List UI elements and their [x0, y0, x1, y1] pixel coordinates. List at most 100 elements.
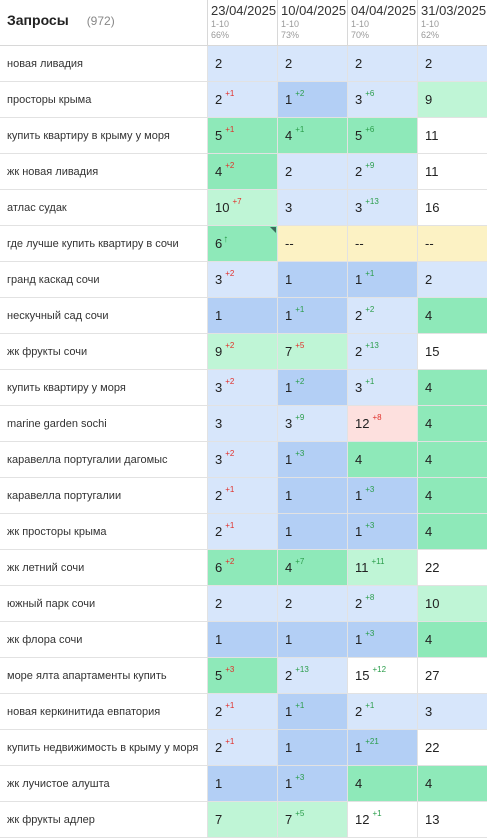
- position-cell[interactable]: 2: [207, 586, 277, 621]
- position-cell[interactable]: 2: [277, 46, 347, 81]
- position-cell[interactable]: 1: [277, 262, 347, 297]
- position-cell[interactable]: 10 +7: [207, 190, 277, 225]
- position-cell[interactable]: 2 +1: [207, 514, 277, 549]
- query-text[interactable]: каравелла португалии дагомыс: [7, 453, 168, 466]
- position-cell[interactable]: 2 +1: [207, 730, 277, 765]
- position-cell[interactable]: 1 +1: [347, 262, 417, 297]
- position-cell[interactable]: 2 +13: [277, 658, 347, 693]
- position-cell[interactable]: 1: [277, 478, 347, 513]
- position-cell[interactable]: 3 +13: [347, 190, 417, 225]
- position-cell[interactable]: 3 +2: [207, 442, 277, 477]
- date-column-header[interactable]: 10/04/2025 1-10 73%: [277, 0, 347, 45]
- query-text[interactable]: жк флора сочи: [7, 633, 83, 646]
- position-cell[interactable]: 6 +2: [207, 550, 277, 585]
- position-cell[interactable]: 2: [417, 262, 487, 297]
- query-text[interactable]: жк просторы крыма: [7, 525, 107, 538]
- query-text[interactable]: жк фрукты сочи: [7, 345, 88, 358]
- position-cell[interactable]: 9: [417, 82, 487, 117]
- position-cell[interactable]: 1: [277, 514, 347, 549]
- position-cell[interactable]: 2: [207, 46, 277, 81]
- query-text[interactable]: купить квартиру у моря: [7, 381, 126, 394]
- position-cell[interactable]: 2: [417, 46, 487, 81]
- query-text[interactable]: где лучше купить квартиру в сочи: [7, 237, 179, 250]
- position-cell[interactable]: 1 +1: [277, 694, 347, 729]
- position-cell[interactable]: 16: [417, 190, 487, 225]
- query-text[interactable]: жк фрукты адлер: [7, 813, 95, 826]
- position-cell[interactable]: 2 +1: [207, 478, 277, 513]
- position-cell[interactable]: 4 +2: [207, 154, 277, 189]
- position-cell[interactable]: 4: [347, 442, 417, 477]
- query-text[interactable]: атлас судак: [7, 201, 67, 214]
- position-cell[interactable]: 1 +2: [277, 82, 347, 117]
- position-cell[interactable]: 2 +2: [347, 298, 417, 333]
- position-cell[interactable]: 1: [207, 622, 277, 657]
- query-text[interactable]: новая ливадия: [7, 57, 83, 70]
- position-cell[interactable]: 22: [417, 730, 487, 765]
- position-cell[interactable]: 4: [417, 622, 487, 657]
- queries-column-header[interactable]: Запросы (972): [0, 0, 207, 45]
- query-text[interactable]: купить квартиру в крыму у моря: [7, 129, 170, 142]
- position-cell[interactable]: 1 +3: [347, 514, 417, 549]
- position-cell[interactable]: 1 +2: [277, 370, 347, 405]
- query-text[interactable]: купить недвижимость в крыму у моря: [7, 741, 199, 754]
- position-cell[interactable]: 4: [417, 370, 487, 405]
- position-cell[interactable]: 2 +13: [347, 334, 417, 369]
- position-cell[interactable]: 2 +1: [207, 82, 277, 117]
- position-cell[interactable]: 9 +2: [207, 334, 277, 369]
- position-cell[interactable]: 4: [417, 298, 487, 333]
- position-cell[interactable]: 4: [417, 406, 487, 441]
- position-cell[interactable]: 3 +1: [347, 370, 417, 405]
- query-text[interactable]: просторы крыма: [7, 93, 92, 106]
- position-cell[interactable]: 1: [207, 298, 277, 333]
- position-cell[interactable]: 2 +1: [347, 694, 417, 729]
- query-text[interactable]: южный парк сочи: [7, 597, 96, 610]
- query-text[interactable]: море ялта апартаменты купить: [7, 669, 167, 682]
- position-cell[interactable]: 3 +2: [207, 262, 277, 297]
- position-cell[interactable]: 3 +6: [347, 82, 417, 117]
- position-cell[interactable]: 3 +9: [277, 406, 347, 441]
- query-text[interactable]: жк летний сочи: [7, 561, 85, 574]
- position-cell[interactable]: 11 +11: [347, 550, 417, 585]
- position-cell[interactable]: 6 ↑: [207, 226, 277, 261]
- position-cell[interactable]: 4 +7: [277, 550, 347, 585]
- query-text[interactable]: жк лучистое алушта: [7, 777, 110, 790]
- position-cell[interactable]: 4 +1: [277, 118, 347, 153]
- query-text[interactable]: каравелла португалии: [7, 489, 122, 502]
- position-cell[interactable]: 11: [417, 118, 487, 153]
- date-column-header[interactable]: 23/04/2025 1-10 66%: [207, 0, 277, 45]
- date-column-header[interactable]: 04/04/2025 1-10 70%: [347, 0, 417, 45]
- position-cell[interactable]: --: [277, 226, 347, 261]
- position-cell[interactable]: 12 +1: [347, 802, 417, 837]
- position-cell[interactable]: 1 +21: [347, 730, 417, 765]
- position-cell[interactable]: 7 +5: [277, 334, 347, 369]
- position-cell[interactable]: 11: [417, 154, 487, 189]
- position-cell[interactable]: 1: [207, 766, 277, 801]
- query-text[interactable]: нескучный сад сочи: [7, 309, 109, 322]
- position-cell[interactable]: 2: [277, 154, 347, 189]
- position-cell[interactable]: 4: [417, 478, 487, 513]
- position-cell[interactable]: 1: [277, 622, 347, 657]
- position-cell[interactable]: 10: [417, 586, 487, 621]
- position-cell[interactable]: 1 +1: [277, 298, 347, 333]
- position-cell[interactable]: 2: [277, 586, 347, 621]
- position-cell[interactable]: --: [417, 226, 487, 261]
- position-cell[interactable]: 12 +8: [347, 406, 417, 441]
- position-cell[interactable]: 3 +2: [207, 370, 277, 405]
- query-text[interactable]: marine garden sochi: [7, 417, 107, 430]
- position-cell[interactable]: 7 +5: [277, 802, 347, 837]
- position-cell[interactable]: 7: [207, 802, 277, 837]
- position-cell[interactable]: 1 +3: [277, 766, 347, 801]
- position-cell[interactable]: 5 +1: [207, 118, 277, 153]
- position-cell[interactable]: 5 +6: [347, 118, 417, 153]
- position-cell[interactable]: 13: [417, 802, 487, 837]
- position-cell[interactable]: 15 +12: [347, 658, 417, 693]
- query-text[interactable]: жк новая ливадия: [7, 165, 99, 178]
- query-text[interactable]: гранд каскад сочи: [7, 273, 100, 286]
- position-cell[interactable]: 2 +8: [347, 586, 417, 621]
- position-cell[interactable]: 27: [417, 658, 487, 693]
- position-cell[interactable]: 2 +9: [347, 154, 417, 189]
- position-cell[interactable]: 1: [277, 730, 347, 765]
- position-cell[interactable]: 22: [417, 550, 487, 585]
- position-cell[interactable]: 15: [417, 334, 487, 369]
- position-cell[interactable]: 4: [417, 442, 487, 477]
